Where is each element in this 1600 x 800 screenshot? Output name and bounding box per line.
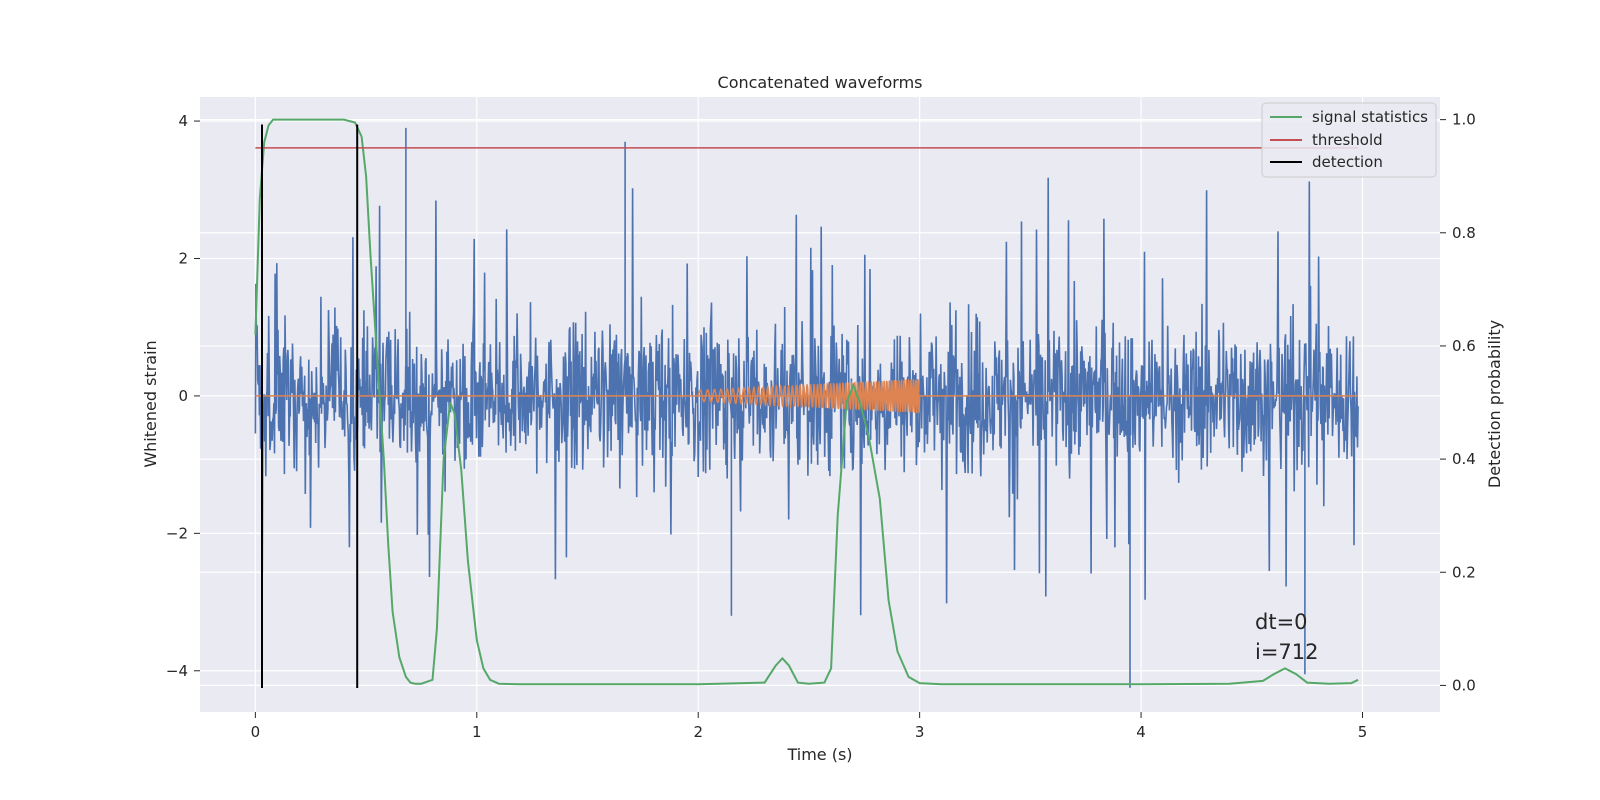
y2-tick-label: 1.0 [1452,111,1476,129]
y2-tick-label: 0.2 [1452,563,1476,581]
waveform-chirp-line [697,378,921,413]
y-tick-label: 0 [178,387,188,405]
x-tick-label: 0 [251,723,261,741]
chart-title: Concatenated waveforms [718,73,923,92]
legend-label-threshold: threshold [1312,131,1383,149]
detection-lines [261,124,359,688]
x-tick-label: 3 [915,723,925,741]
legend: signal statistics threshold detection [1261,102,1437,178]
y-tick-label: −2 [166,524,188,542]
legend-label-signal-statistics: signal statistics [1312,108,1428,126]
y2-tick-label: 0.0 [1452,676,1476,694]
y-tick-label: −4 [166,662,188,680]
x-tick-label: 5 [1358,723,1368,741]
y2-axis-label: Detection probability [1485,320,1504,488]
y2-tick-label: 0.4 [1452,450,1476,468]
y2-tick-label: 0.6 [1452,337,1476,355]
x-axis-label: Time (s) [786,745,852,764]
annotation-dt: dt=0 [1255,610,1308,634]
annotation-index: i=712 [1255,640,1319,664]
x-tick-label: 2 [693,723,703,741]
legend-label-detection: detection [1312,153,1383,171]
x-tick-label: 1 [472,723,482,741]
axis-ticks: 0 1 2 3 4 5 4 2 0 −2 −4 1.0 0.8 0.6 0.4 0.2 0.0 [166,111,1476,741]
y-tick-label: 4 [178,112,188,130]
signal-statistics-line [254,118,1359,686]
y-axis-label: Whitened strain [141,340,160,467]
plot-data [254,118,1359,688]
y2-tick-label: 0.8 [1452,224,1476,242]
y-tick-label: 2 [178,249,188,267]
x-tick-label: 4 [1136,723,1146,741]
legend-box [1261,102,1437,178]
